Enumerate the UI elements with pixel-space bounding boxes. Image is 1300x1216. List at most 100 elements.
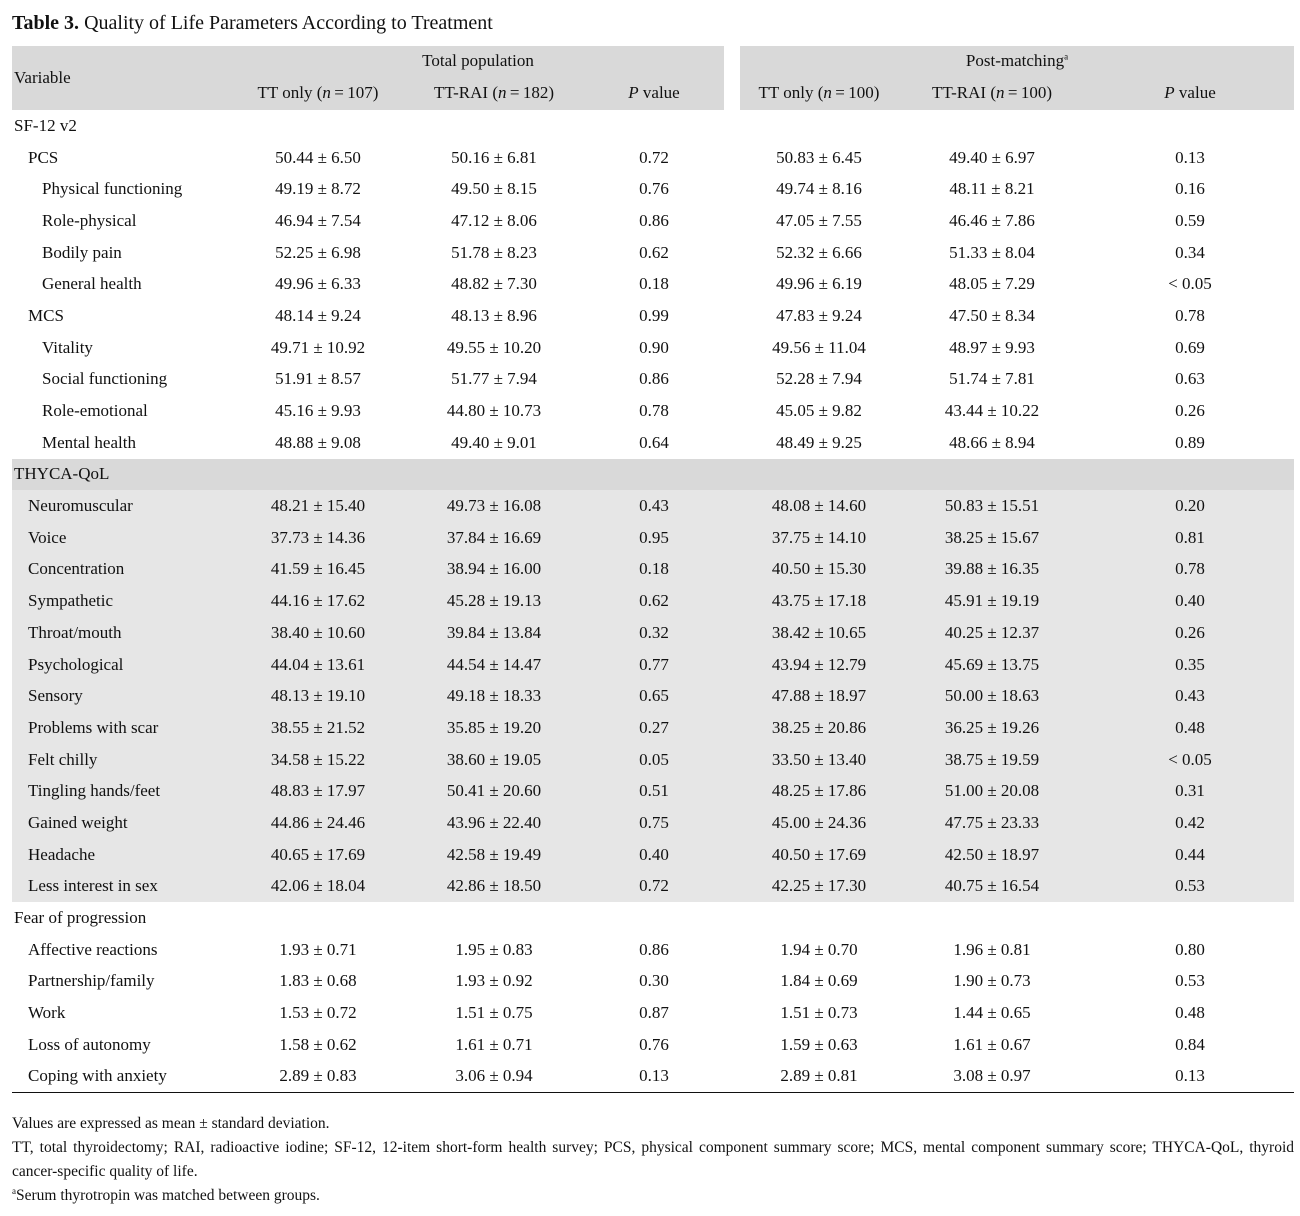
value-cell: 1.93 ± 0.92 bbox=[455, 971, 533, 991]
table-row: Less interest in sex 42.06 ± 18.04 42.86 ±… bbox=[12, 870, 1295, 903]
value-cell: 2.89 ± 0.83 bbox=[232, 1060, 404, 1094]
p-value-cell: 0.76 bbox=[639, 1034, 669, 1054]
row-label: Less interest in sex bbox=[12, 870, 232, 903]
value-cell: 1.61 ± 0.67 bbox=[953, 1034, 1031, 1054]
value-cell: 49.56 ± 11.04 bbox=[772, 337, 866, 357]
value-cell: 51.74 ± 7.81 bbox=[949, 369, 1035, 389]
table-caption: Table 3. Quality of Life Parameters Acco… bbox=[12, 10, 493, 36]
value-cell: 37.73 ± 14.36 bbox=[232, 521, 404, 554]
p-value-cell: 0.63 bbox=[1175, 369, 1205, 389]
p-value-cell: 0.84 bbox=[1175, 1034, 1205, 1054]
value-cell: 49.40 ± 6.97 bbox=[949, 147, 1035, 167]
p-value-cell: 0.13 bbox=[1175, 147, 1205, 167]
p-value-cell: 0.40 bbox=[1086, 585, 1295, 617]
header-row-columns: TT only (n = 107) TT-RAI (n = 182) P val… bbox=[12, 76, 1295, 110]
value-cell: 39.84 ± 13.84 bbox=[404, 617, 584, 649]
table-row: Social functioning 51.91 ± 8.57 51.77 ± 7.… bbox=[12, 363, 1294, 396]
value-cell: 3.08 ± 0.97 bbox=[898, 1060, 1086, 1094]
value-cell bbox=[232, 902, 404, 934]
row-label: Physical functioning bbox=[42, 179, 183, 199]
value-cell: 36.25 ± 19.26 bbox=[898, 712, 1086, 744]
p-value-cell: 0.30 bbox=[639, 971, 669, 991]
p-value-cell bbox=[1086, 458, 1295, 491]
table-row: MCS 48.14 ± 9.24 48.13 ± 8.96 0.99 47.83 ± 9… bbox=[12, 300, 1294, 332]
row-label: Psychological bbox=[12, 648, 232, 681]
p-value-cell: 0.48 bbox=[1086, 712, 1295, 744]
row-label: Problems with scar bbox=[12, 712, 232, 744]
value-cell: 45.16 ± 9.93 bbox=[275, 401, 361, 421]
p-value-cell: 0.86 bbox=[639, 939, 669, 959]
p-value-cell: 0.72 bbox=[584, 870, 724, 903]
value-cell: 43.75 ± 17.18 bbox=[740, 585, 898, 617]
table-label: Table 3. bbox=[12, 12, 80, 34]
p-value-cell: 0.77 bbox=[584, 648, 724, 681]
row-label: Role-physical bbox=[42, 210, 137, 230]
table-notes: Values are expressed as mean ± standard … bbox=[12, 1112, 1294, 1208]
value-cell: 46.46 ± 7.86 bbox=[949, 210, 1035, 230]
value-cell: 48.13 ± 19.10 bbox=[232, 680, 404, 713]
value-cell: 50.00 ± 18.63 bbox=[898, 680, 1086, 713]
value-cell: 40.65 ± 17.69 bbox=[232, 838, 404, 871]
p-value-cell: 0.26 bbox=[1175, 401, 1205, 421]
table-row: Headache 40.65 ± 17.69 42.58 ± 19.49 0.40 40… bbox=[12, 838, 1295, 871]
value-cell: 47.75 ± 23.33 bbox=[898, 807, 1086, 839]
p-value-cell: 0.81 bbox=[1086, 521, 1295, 554]
value-cell: 49.19 ± 8.72 bbox=[275, 179, 361, 199]
value-cell: 1.51 ± 0.73 bbox=[780, 1003, 858, 1023]
value-cell: 40.50 ± 15.30 bbox=[740, 553, 898, 586]
row-label: MCS bbox=[28, 305, 64, 325]
p-value-cell: 0.26 bbox=[1086, 617, 1295, 649]
table-row: Bodily pain 52.25 ± 6.98 51.78 ± 8.23 0.62 5… bbox=[12, 236, 1294, 269]
row-label: Sensory bbox=[12, 680, 232, 713]
value-cell: 38.75 ± 19.59 bbox=[898, 743, 1086, 776]
p-value-cell: 0.42 bbox=[1086, 807, 1295, 839]
value-cell: 34.58 ± 15.22 bbox=[232, 743, 404, 776]
value-cell: 40.25 ± 12.37 bbox=[898, 617, 1086, 649]
value-cell: 38.42 ± 10.65 bbox=[740, 617, 898, 649]
value-cell: 50.16 ± 6.81 bbox=[451, 147, 537, 167]
value-cell: 1.84 ± 0.69 bbox=[780, 971, 858, 991]
row-label: Role-emotional bbox=[42, 401, 148, 421]
value-cell: 48.14 ± 9.24 bbox=[275, 305, 361, 325]
value-cell: 47.05 ± 7.55 bbox=[776, 210, 862, 230]
header-col: TT only (n = 100) bbox=[740, 76, 898, 110]
row-label: Voice bbox=[12, 521, 232, 554]
value-cell: 44.04 ± 13.61 bbox=[232, 648, 404, 681]
p-value-cell: 0.78 bbox=[639, 401, 669, 421]
table-row: Work 1.53 ± 0.72 1.51 ± 0.75 0.87 1.51 ± 0.7… bbox=[12, 997, 1294, 1029]
value-cell: 42.86 ± 18.50 bbox=[404, 870, 584, 903]
value-cell: 1.51 ± 0.75 bbox=[455, 1003, 533, 1023]
qol-table: Variable Total population Post-matchinga… bbox=[12, 46, 1295, 1094]
table-row: Loss of autonomy 1.58 ± 0.62 1.61 ± 0.71 0.… bbox=[12, 1028, 1294, 1061]
p-value-cell: 0.18 bbox=[584, 553, 724, 586]
p-value-cell: 0.86 bbox=[639, 210, 669, 230]
value-cell: 46.94 ± 7.54 bbox=[275, 210, 361, 230]
p-value-cell bbox=[584, 902, 724, 934]
value-cell: 1.44 ± 0.65 bbox=[953, 1003, 1031, 1023]
p-value-cell: 0.27 bbox=[584, 712, 724, 744]
value-cell: 1.93 ± 0.71 bbox=[279, 939, 357, 959]
row-label: Coping with anxiety bbox=[12, 1060, 232, 1094]
value-cell: 38.94 ± 16.00 bbox=[404, 553, 584, 586]
row-label: Headache bbox=[12, 838, 232, 871]
value-cell bbox=[404, 110, 584, 142]
row-label: Gained weight bbox=[12, 807, 232, 839]
p-value-cell: 0.32 bbox=[584, 617, 724, 649]
p-value-cell: 0.75 bbox=[584, 807, 724, 839]
value-cell: 48.82 ± 7.30 bbox=[451, 274, 537, 294]
value-cell: 49.71 ± 10.92 bbox=[270, 337, 366, 357]
table-row: Gained weight 44.86 ± 24.46 43.96 ± 22.40 0… bbox=[12, 807, 1295, 839]
p-value-cell: 0.13 bbox=[584, 1060, 724, 1094]
value-cell bbox=[740, 110, 898, 142]
value-cell: 1.61 ± 0.71 bbox=[455, 1034, 533, 1054]
p-value-cell: 0.59 bbox=[1175, 210, 1205, 230]
value-cell bbox=[740, 902, 898, 934]
p-value-cell: 0.87 bbox=[639, 1003, 669, 1023]
row-label: PCS bbox=[28, 147, 59, 167]
p-value-cell: 0.51 bbox=[584, 775, 724, 808]
header-row-groups: Variable Total population Post-matchinga bbox=[12, 46, 1295, 110]
value-cell: 48.97 ± 9.93 bbox=[949, 337, 1035, 357]
value-cell: 49.96 ± 6.19 bbox=[776, 274, 862, 294]
value-cell bbox=[232, 110, 404, 142]
value-cell: 40.75 ± 16.54 bbox=[898, 870, 1086, 903]
